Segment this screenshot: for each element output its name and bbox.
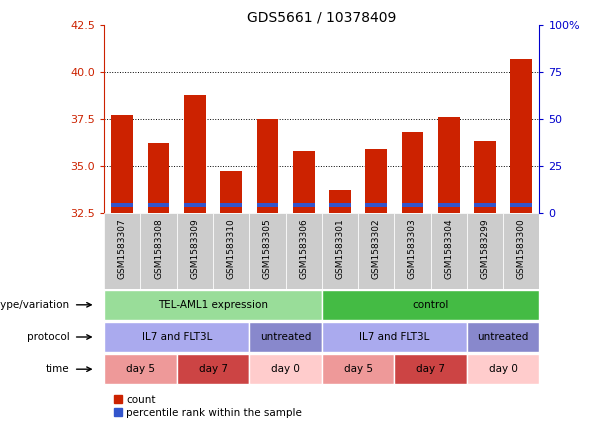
Text: day 0: day 0 xyxy=(271,364,300,374)
Legend: count, percentile rank within the sample: count, percentile rank within the sample xyxy=(109,390,306,422)
Text: IL7 and FLT3L: IL7 and FLT3L xyxy=(142,332,212,342)
Text: GSM1583306: GSM1583306 xyxy=(299,219,308,280)
Bar xyxy=(177,213,213,289)
Text: GSM1583308: GSM1583308 xyxy=(154,219,163,280)
Text: day 7: day 7 xyxy=(199,364,227,374)
Text: GSM1583307: GSM1583307 xyxy=(118,219,127,280)
Text: control: control xyxy=(413,300,449,310)
Bar xyxy=(293,203,314,207)
Bar xyxy=(286,213,322,289)
Text: IL7 and FLT3L: IL7 and FLT3L xyxy=(359,332,430,342)
Text: day 7: day 7 xyxy=(416,364,445,374)
Bar xyxy=(256,203,278,207)
Bar xyxy=(104,354,177,384)
Bar xyxy=(249,322,322,352)
Bar xyxy=(184,203,206,207)
Bar xyxy=(365,149,387,213)
Bar xyxy=(438,203,460,207)
Bar xyxy=(365,203,387,207)
Bar xyxy=(402,132,424,213)
Bar xyxy=(104,213,140,289)
Text: GSM1583301: GSM1583301 xyxy=(335,219,345,280)
Text: GSM1583304: GSM1583304 xyxy=(444,219,453,279)
Bar xyxy=(249,213,286,289)
Text: genotype/variation: genotype/variation xyxy=(0,300,69,310)
Text: untreated: untreated xyxy=(478,332,529,342)
Title: GDS5661 / 10378409: GDS5661 / 10378409 xyxy=(247,10,397,24)
Bar xyxy=(394,213,430,289)
Text: day 5: day 5 xyxy=(126,364,155,374)
Bar xyxy=(112,115,133,213)
Bar xyxy=(438,117,460,213)
Text: day 5: day 5 xyxy=(344,364,373,374)
Text: GSM1583302: GSM1583302 xyxy=(371,219,381,279)
Text: day 0: day 0 xyxy=(489,364,517,374)
Bar xyxy=(249,354,322,384)
Bar xyxy=(256,119,278,213)
Bar xyxy=(467,213,503,289)
Bar xyxy=(112,203,133,207)
Bar xyxy=(474,203,496,207)
Text: GSM1583305: GSM1583305 xyxy=(263,219,272,280)
Bar xyxy=(329,203,351,207)
Text: GSM1583300: GSM1583300 xyxy=(517,219,526,280)
Bar xyxy=(511,59,532,213)
Bar xyxy=(402,203,424,207)
Text: time: time xyxy=(46,364,69,374)
Bar xyxy=(140,213,177,289)
Text: untreated: untreated xyxy=(260,332,311,342)
Bar xyxy=(474,141,496,213)
Bar xyxy=(358,213,394,289)
Bar xyxy=(430,213,467,289)
Bar xyxy=(322,290,539,320)
Bar xyxy=(177,354,249,384)
Bar xyxy=(322,322,467,352)
Text: TEL-AML1 expression: TEL-AML1 expression xyxy=(158,300,268,310)
Bar xyxy=(322,213,358,289)
Bar xyxy=(220,203,242,207)
Bar xyxy=(467,354,539,384)
Bar xyxy=(184,95,206,213)
Bar xyxy=(148,203,169,207)
Bar xyxy=(220,171,242,213)
Bar xyxy=(293,151,314,213)
Bar xyxy=(104,322,249,352)
Text: protocol: protocol xyxy=(26,332,69,342)
Text: GSM1583310: GSM1583310 xyxy=(227,219,235,280)
Bar xyxy=(503,213,539,289)
Bar xyxy=(148,143,169,213)
Text: GSM1583309: GSM1583309 xyxy=(191,219,199,280)
Bar xyxy=(511,203,532,207)
Text: GSM1583299: GSM1583299 xyxy=(481,219,490,279)
Bar xyxy=(322,354,394,384)
Bar xyxy=(104,290,322,320)
Text: GSM1583303: GSM1583303 xyxy=(408,219,417,280)
Bar xyxy=(394,354,467,384)
Bar xyxy=(329,190,351,213)
Bar xyxy=(213,213,249,289)
Bar xyxy=(467,322,539,352)
